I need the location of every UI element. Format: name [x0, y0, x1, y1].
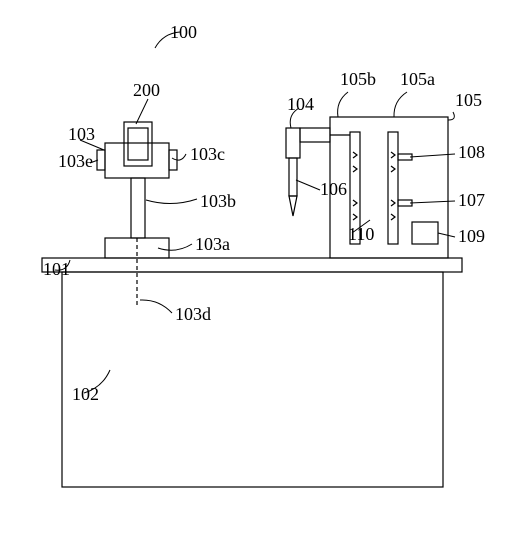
stand-column — [131, 178, 145, 238]
label-stand_axis: 103d — [175, 304, 211, 324]
inner-rail-right — [388, 132, 398, 244]
label-stand_column: 103b — [200, 191, 236, 211]
label-tabletop: 101 — [43, 259, 70, 279]
label-inner_block: 109 — [458, 226, 485, 246]
arm-horizontal — [300, 128, 330, 142]
label-arm_horizontal: 105b — [340, 69, 376, 89]
label-casing: 105 — [455, 90, 482, 110]
inner-slot-lower — [398, 200, 412, 206]
label-inner_slot_lower: 107 — [458, 190, 485, 210]
label-assembly: 100 — [170, 22, 197, 42]
technical-diagram: 100 200 103 103e 103c 103b 103a 103d 101 102 104 10… — [0, 0, 507, 539]
tabletop — [42, 258, 462, 272]
clamp-jaw-left — [97, 150, 105, 170]
label-clamp_left: 103e — [58, 151, 93, 171]
label-casing_top: 105a — [400, 69, 435, 89]
label-clamp_right: 103c — [190, 144, 225, 164]
label-inner_slot_upper: 108 — [458, 142, 485, 162]
probe-shaft — [289, 158, 297, 196]
inner-slot-upper — [398, 154, 412, 160]
label-phone: 200 — [133, 80, 160, 100]
label-stand_base: 103a — [195, 234, 230, 254]
label-probe: 106 — [320, 179, 347, 199]
label-cabinet_body: 102 — [72, 384, 99, 404]
cabinet-body — [62, 272, 443, 487]
phone-screen — [128, 128, 148, 160]
label-inner_body: 110 — [348, 224, 374, 244]
inner-block — [412, 222, 438, 244]
label-clamp: 103 — [68, 124, 95, 144]
label-arm_joint: 104 — [287, 94, 314, 114]
arm-joint — [286, 128, 300, 158]
